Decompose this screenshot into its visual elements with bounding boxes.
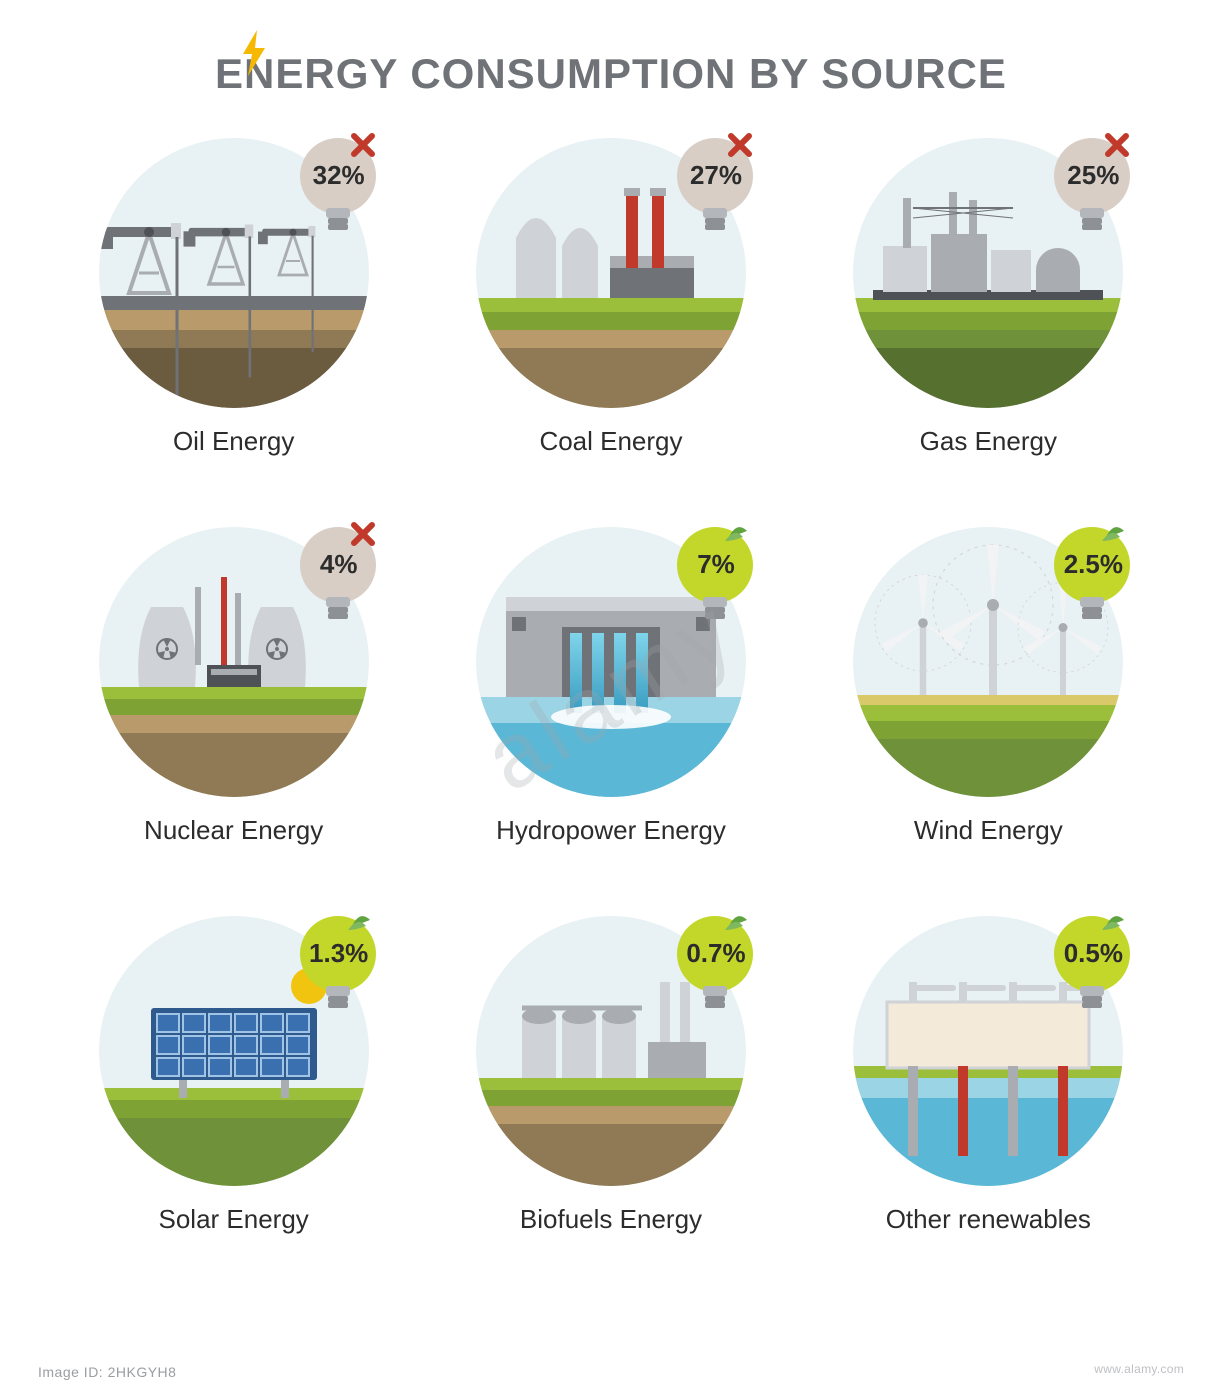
source-label: Biofuels Energy [520, 1204, 702, 1235]
source-card-biofuels: 0.7% Biofuels Energy [451, 916, 771, 1235]
pct-value: 7% [681, 549, 751, 580]
sources-grid: 32% Oil Energy 27% Coal Energy [60, 138, 1162, 1235]
source-card-oil: 32% Oil Energy [74, 138, 394, 457]
pct-value: 0.7% [681, 938, 751, 969]
source-label: Other renewables [886, 1204, 1091, 1235]
source-label: Wind Energy [914, 815, 1063, 846]
pct-value: 27% [681, 160, 751, 191]
source-card-coal: 27% Coal Energy [451, 138, 771, 457]
pct-value: 4% [304, 549, 374, 580]
footer-image-id: Image ID: 2HKGYH8 [38, 1364, 176, 1380]
pct-value: 2.5% [1058, 549, 1128, 580]
source-label: Nuclear Energy [144, 815, 323, 846]
source-label: Oil Energy [173, 426, 294, 457]
source-card-hydro: 7% Hydropower Energy [451, 527, 771, 846]
page-title: ENERGY CONSUMPTION BY SOURCE [215, 50, 1007, 98]
source-card-nuclear: 4% Nuclear Energy [74, 527, 394, 846]
source-label: Hydropower Energy [496, 815, 726, 846]
source-label: Coal Energy [539, 426, 682, 457]
infographic-page: ENERGY CONSUMPTION BY SOURCE [0, 0, 1222, 1390]
pct-value: 1.3% [304, 938, 374, 969]
footer-url: www.alamy.com [1094, 1362, 1184, 1376]
source-card-other: 0.5% Other renewables [828, 916, 1148, 1235]
source-label: Gas Energy [920, 426, 1057, 457]
source-card-gas: 25% Gas Energy [828, 138, 1148, 457]
pct-value: 32% [304, 160, 374, 191]
pct-value: 0.5% [1058, 938, 1128, 969]
source-label: Solar Energy [159, 1204, 309, 1235]
source-card-solar: 1.3% Solar Energy [74, 916, 394, 1235]
lightning-bolt-icon [239, 30, 269, 76]
pct-value: 25% [1058, 160, 1128, 191]
title-block: ENERGY CONSUMPTION BY SOURCE [60, 50, 1162, 98]
source-card-wind: 2.5% Wind Energy [828, 527, 1148, 846]
